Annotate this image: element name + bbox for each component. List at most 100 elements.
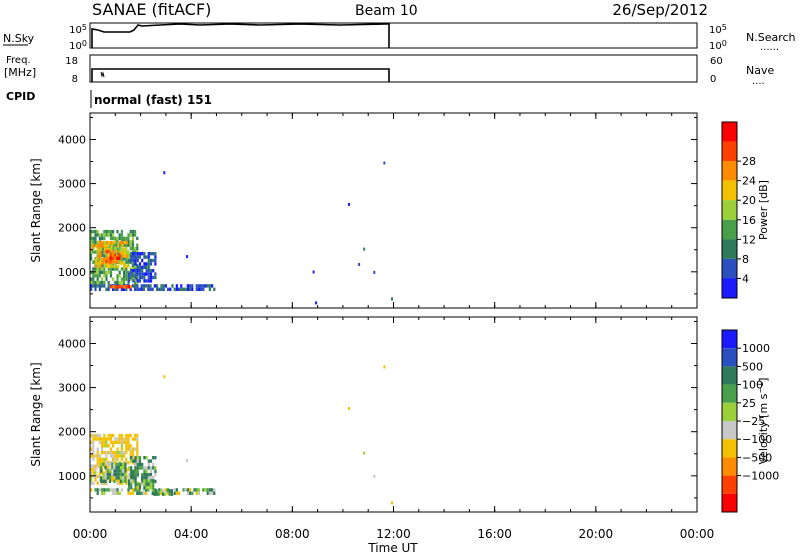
heatmap-cell	[153, 489, 156, 493]
colorbar-segment	[722, 180, 737, 201]
heatmap-cell	[143, 473, 146, 477]
heatmap-cell	[213, 287, 216, 291]
heatmap-cell	[92, 457, 95, 462]
heatmap-cell	[136, 462, 139, 467]
heatmap-cell	[105, 256, 108, 260]
heatmap-cell	[96, 274, 99, 278]
heatmap-cell	[119, 285, 122, 289]
heatmap-cell	[118, 481, 121, 485]
heatmap-cell	[99, 251, 102, 255]
heatmap-cell	[149, 482, 153, 486]
heatmap-cell	[98, 464, 101, 468]
heatmap-cell	[138, 486, 142, 490]
heatmap-cell	[125, 264, 129, 269]
colorbar-tick-label: −25	[742, 415, 765, 428]
heatmap-cell	[92, 433, 95, 438]
heatmap-cell	[100, 462, 103, 466]
heatmap-cell	[112, 478, 115, 482]
colorbar-segment	[722, 366, 737, 385]
heatmap-cell	[136, 236, 139, 241]
heatmap-cell	[103, 267, 106, 271]
heatmap-cell	[143, 272, 146, 276]
heatmap-cell	[147, 275, 150, 280]
heatmap-cell	[125, 251, 129, 255]
heatmap-cell	[147, 269, 150, 273]
heatmap-cell	[151, 491, 154, 495]
heatmap-cell	[127, 473, 131, 477]
colorbar-frame	[721, 121, 738, 299]
heatmap-cell	[116, 491, 119, 495]
heatmap-cell	[95, 261, 98, 265]
heatmap-cell	[94, 471, 97, 475]
heatmap-cell	[134, 459, 137, 463]
heatmap-cell	[98, 433, 101, 438]
heatmap-cell	[120, 277, 123, 281]
heatmap-point	[358, 263, 361, 266]
heatmap-cell	[116, 481, 119, 485]
heatmap-cell	[132, 279, 135, 283]
heatmap-cell	[94, 488, 97, 492]
heatmap-cell	[134, 476, 137, 480]
heatmap-cell	[116, 437, 119, 441]
heatmap-cell	[127, 236, 130, 241]
freq-tick-bottom: 8	[72, 74, 78, 85]
heatmap-cell	[101, 444, 104, 448]
cpid-value: normal (fast) 151	[94, 93, 212, 107]
heatmap-cell	[108, 476, 112, 480]
heatmap-cell	[132, 469, 135, 473]
heatmap-cell	[101, 280, 104, 285]
heatmap-cell	[90, 277, 93, 281]
heatmap-cell	[202, 488, 205, 492]
heatmap-cell	[112, 246, 115, 251]
heatmap-cell	[105, 457, 108, 462]
heatmap-cell	[156, 284, 159, 288]
heatmap-cell	[154, 272, 157, 276]
heatmap-cell	[184, 488, 187, 492]
heatmap-cell	[136, 486, 139, 490]
heatmap-cell	[127, 444, 130, 448]
heatmap-cell	[114, 253, 117, 257]
heatmap-cell	[120, 447, 123, 451]
heatmap-cell	[103, 274, 106, 278]
heatmap-cell	[118, 236, 121, 241]
heatmap-cell	[136, 269, 139, 273]
heatmap-cell	[149, 279, 153, 283]
heatmap-cell	[124, 469, 127, 473]
heatmap-cell	[160, 491, 163, 495]
heatmap-cell	[136, 450, 139, 455]
heatmap-cell	[147, 459, 150, 463]
heatmap-cell	[164, 488, 167, 492]
heatmap-cell	[118, 491, 121, 495]
heatmap-cell	[123, 287, 126, 291]
heatmap-cell	[92, 244, 95, 248]
heatmap-cell	[114, 256, 117, 260]
heatmap-cell	[114, 280, 117, 285]
heatmap-cell	[111, 260, 114, 264]
heatmap-cell	[147, 287, 150, 291]
heatmap-cell	[112, 457, 115, 462]
heatmap-cell	[98, 236, 101, 241]
heatmap-cell	[118, 233, 121, 237]
heatmap-cell	[130, 486, 133, 490]
heatmap-cell	[123, 240, 126, 245]
heatmap-cell	[129, 287, 132, 291]
heatmap-cell	[114, 437, 117, 441]
heatmap-cell	[147, 482, 150, 486]
heatmap-cell	[112, 233, 115, 237]
heatmap-cell	[162, 287, 165, 291]
nave-tick-bottom: 0	[710, 74, 716, 85]
heatmap-point	[163, 171, 166, 175]
heatmap-cell	[125, 246, 128, 251]
heatmap-cell	[131, 246, 134, 251]
heatmap-cell	[200, 287, 203, 291]
heatmap-cell	[149, 459, 153, 463]
heatmap-cell	[143, 479, 146, 483]
heatmap-cell	[94, 464, 97, 468]
heatmap-cell	[111, 256, 114, 260]
heatmap-cell	[90, 467, 93, 472]
heatmap-cell	[108, 254, 111, 258]
heatmap-cell	[109, 450, 112, 455]
heatmap-cell	[145, 284, 148, 288]
colorbar-tick-label: 100	[742, 379, 763, 392]
heatmap-cell	[195, 284, 198, 288]
